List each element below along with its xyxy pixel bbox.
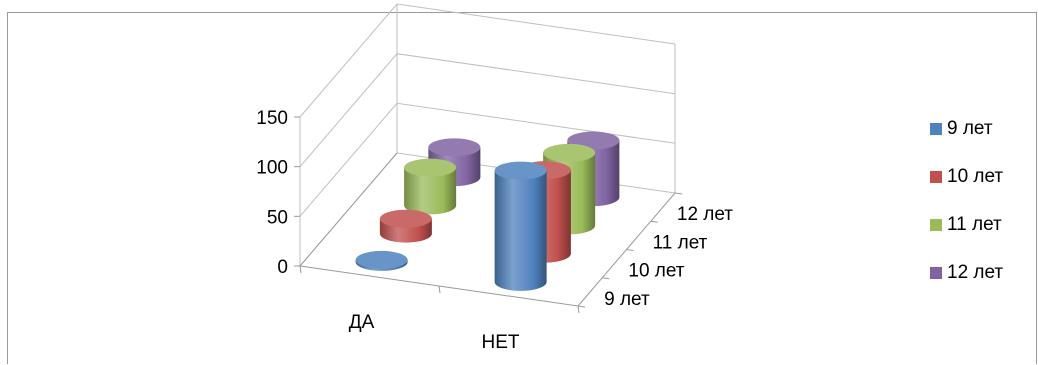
gridline	[299, 3, 676, 118]
bar-top	[379, 209, 432, 228]
bar	[494, 161, 547, 291]
depth-axis: 9 лет 10 лет 11 лет 12 лет	[577, 192, 733, 310]
legend-label: 11 лет	[947, 214, 1002, 235]
bar-top	[428, 138, 481, 157]
floor-edge	[299, 152, 398, 267]
bar-top	[494, 161, 547, 180]
depth-tick-label: 10 лет	[628, 261, 684, 282]
legend-item: 12 лет	[930, 262, 1003, 284]
depth-tick-label: 11 лет	[653, 232, 708, 253]
legend-item: 9 лет	[930, 118, 993, 140]
x-tick-mark	[299, 265, 302, 274]
y-tick-label: 0	[277, 257, 288, 278]
bar-body	[404, 167, 457, 215]
bar-body	[494, 170, 547, 291]
bar	[355, 250, 408, 271]
depth-tick-mark	[577, 305, 586, 308]
chart-area	[7, 12, 1037, 364]
x-tick-mark	[438, 285, 441, 294]
bar	[404, 158, 457, 215]
y-tick-label: 150	[256, 108, 288, 129]
legend-swatch	[930, 171, 942, 183]
x-tick-label: ДА	[349, 312, 375, 333]
legend-swatch	[930, 123, 942, 135]
legend-swatch	[930, 219, 942, 231]
bar-top	[404, 158, 457, 177]
legend-item: 10 лет	[930, 166, 1003, 188]
depth-tick-mark	[626, 249, 634, 251]
legend-label: 12 лет	[947, 262, 1004, 283]
legend-swatch	[930, 267, 942, 279]
y-axis: 0 50 100 150	[256, 108, 300, 278]
y-tick-label: 100	[256, 158, 288, 179]
x-axis: ДА НЕТ	[299, 265, 580, 353]
depth-tick-label: 12 лет	[677, 204, 733, 225]
x-tick-label: НЕТ	[482, 332, 520, 353]
bar	[379, 209, 432, 243]
bar-top	[543, 143, 596, 162]
legend-label: 10 лет	[947, 166, 1004, 187]
bars	[355, 131, 620, 291]
depth-tick-label: 9 лет	[604, 289, 650, 310]
depth-tick-mark	[674, 192, 683, 195]
legend-item: 11 лет	[930, 214, 1002, 236]
bar-top	[355, 250, 408, 269]
legend-label: 9 лет	[947, 118, 993, 139]
x-tick-mark	[577, 305, 580, 314]
depth-tick-mark	[650, 220, 658, 223]
depth-tick-mark	[602, 277, 610, 280]
y-tick-label: 50	[267, 207, 288, 228]
